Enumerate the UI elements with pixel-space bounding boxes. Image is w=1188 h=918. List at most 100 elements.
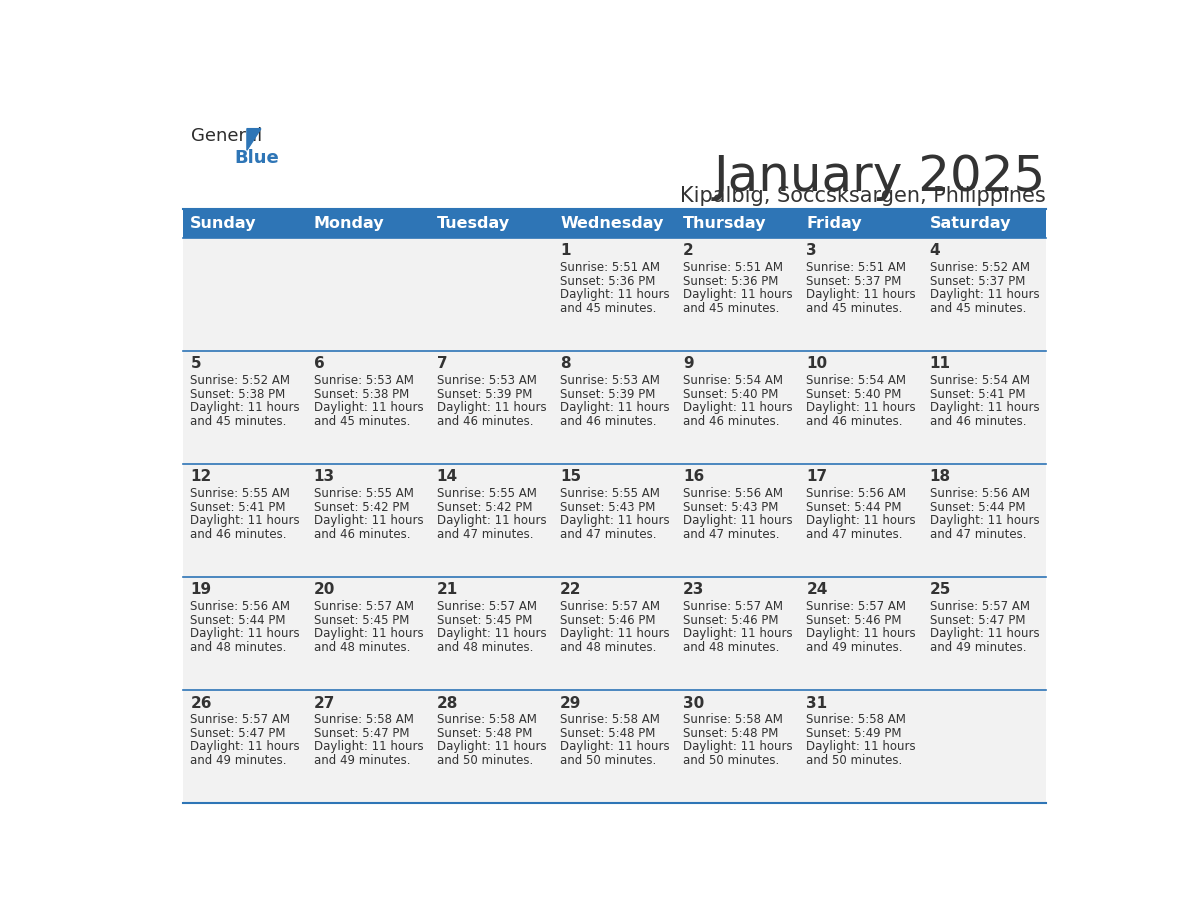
Text: 22: 22 bbox=[560, 583, 581, 598]
Text: 23: 23 bbox=[683, 583, 704, 598]
Text: Sunset: 5:45 PM: Sunset: 5:45 PM bbox=[437, 613, 532, 627]
Text: Sunrise: 5:57 AM: Sunrise: 5:57 AM bbox=[807, 600, 906, 613]
Text: 21: 21 bbox=[437, 583, 459, 598]
Text: Sunrise: 5:51 AM: Sunrise: 5:51 AM bbox=[683, 261, 783, 274]
Text: General: General bbox=[191, 127, 263, 145]
Text: Sunset: 5:46 PM: Sunset: 5:46 PM bbox=[807, 613, 902, 627]
Text: Daylight: 11 hours: Daylight: 11 hours bbox=[683, 514, 792, 527]
Text: 29: 29 bbox=[560, 696, 581, 711]
Text: and 45 minutes.: and 45 minutes. bbox=[930, 301, 1026, 315]
Text: and 50 minutes.: and 50 minutes. bbox=[683, 754, 779, 767]
Text: Saturday: Saturday bbox=[930, 216, 1011, 230]
Text: 11: 11 bbox=[930, 356, 950, 372]
Bar bbox=[307, 351, 430, 465]
Text: Sunset: 5:47 PM: Sunset: 5:47 PM bbox=[314, 727, 409, 740]
Text: Sunrise: 5:56 AM: Sunrise: 5:56 AM bbox=[807, 487, 906, 500]
Bar bbox=[307, 577, 430, 690]
Text: Sunset: 5:47 PM: Sunset: 5:47 PM bbox=[930, 613, 1025, 627]
Bar bbox=[923, 465, 1045, 577]
Bar bbox=[554, 577, 676, 690]
Text: Sunset: 5:38 PM: Sunset: 5:38 PM bbox=[314, 387, 409, 400]
Text: Sunrise: 5:58 AM: Sunrise: 5:58 AM bbox=[437, 713, 537, 726]
Bar bbox=[430, 577, 554, 690]
Text: Daylight: 11 hours: Daylight: 11 hours bbox=[930, 288, 1040, 301]
Text: 13: 13 bbox=[314, 469, 335, 485]
Text: Daylight: 11 hours: Daylight: 11 hours bbox=[560, 627, 670, 640]
Text: Sunrise: 5:51 AM: Sunrise: 5:51 AM bbox=[560, 261, 661, 274]
Bar bbox=[307, 208, 430, 238]
Bar bbox=[430, 465, 554, 577]
Text: 2: 2 bbox=[683, 243, 694, 258]
Text: Sunset: 5:40 PM: Sunset: 5:40 PM bbox=[807, 387, 902, 400]
Text: and 50 minutes.: and 50 minutes. bbox=[437, 754, 533, 767]
Text: and 45 minutes.: and 45 minutes. bbox=[560, 301, 657, 315]
Text: 17: 17 bbox=[807, 469, 828, 485]
Bar bbox=[554, 208, 676, 238]
Text: Sunrise: 5:57 AM: Sunrise: 5:57 AM bbox=[190, 713, 290, 726]
Text: Monday: Monday bbox=[314, 216, 384, 230]
Text: 31: 31 bbox=[807, 696, 828, 711]
Text: and 46 minutes.: and 46 minutes. bbox=[314, 528, 410, 541]
Bar bbox=[307, 690, 430, 803]
Bar bbox=[800, 238, 923, 351]
Bar bbox=[307, 465, 430, 577]
Text: Sunset: 5:41 PM: Sunset: 5:41 PM bbox=[190, 500, 286, 514]
Text: Sunset: 5:44 PM: Sunset: 5:44 PM bbox=[930, 500, 1025, 514]
Text: Sunset: 5:45 PM: Sunset: 5:45 PM bbox=[314, 613, 409, 627]
Text: and 47 minutes.: and 47 minutes. bbox=[683, 528, 779, 541]
Text: Sunrise: 5:53 AM: Sunrise: 5:53 AM bbox=[560, 375, 659, 387]
Text: Sunset: 5:36 PM: Sunset: 5:36 PM bbox=[560, 274, 656, 287]
Text: Daylight: 11 hours: Daylight: 11 hours bbox=[807, 401, 916, 414]
Text: Sunrise: 5:56 AM: Sunrise: 5:56 AM bbox=[190, 600, 290, 613]
Text: and 48 minutes.: and 48 minutes. bbox=[314, 641, 410, 654]
Text: Daylight: 11 hours: Daylight: 11 hours bbox=[560, 514, 670, 527]
Text: Thursday: Thursday bbox=[683, 216, 766, 230]
Text: Sunset: 5:46 PM: Sunset: 5:46 PM bbox=[560, 613, 656, 627]
Text: 18: 18 bbox=[930, 469, 950, 485]
Text: Daylight: 11 hours: Daylight: 11 hours bbox=[807, 627, 916, 640]
Polygon shape bbox=[247, 129, 261, 151]
Text: Sunrise: 5:54 AM: Sunrise: 5:54 AM bbox=[683, 375, 783, 387]
Bar bbox=[430, 208, 554, 238]
Bar bbox=[800, 690, 923, 803]
Bar bbox=[554, 238, 676, 351]
Text: Sunrise: 5:56 AM: Sunrise: 5:56 AM bbox=[683, 487, 783, 500]
Text: and 46 minutes.: and 46 minutes. bbox=[560, 415, 657, 428]
Text: Sunrise: 5:52 AM: Sunrise: 5:52 AM bbox=[190, 375, 290, 387]
Text: and 48 minutes.: and 48 minutes. bbox=[437, 641, 533, 654]
Bar bbox=[923, 690, 1045, 803]
Text: Sunrise: 5:54 AM: Sunrise: 5:54 AM bbox=[807, 375, 906, 387]
Text: Sunrise: 5:58 AM: Sunrise: 5:58 AM bbox=[314, 713, 413, 726]
Text: Sunset: 5:49 PM: Sunset: 5:49 PM bbox=[807, 727, 902, 740]
Text: Sunrise: 5:57 AM: Sunrise: 5:57 AM bbox=[930, 600, 1030, 613]
Text: and 46 minutes.: and 46 minutes. bbox=[930, 415, 1026, 428]
Text: 24: 24 bbox=[807, 583, 828, 598]
Text: Sunset: 5:36 PM: Sunset: 5:36 PM bbox=[683, 274, 778, 287]
Text: 12: 12 bbox=[190, 469, 211, 485]
Text: and 48 minutes.: and 48 minutes. bbox=[190, 641, 286, 654]
Text: 3: 3 bbox=[807, 243, 817, 258]
Bar bbox=[430, 351, 554, 465]
Text: Sunrise: 5:57 AM: Sunrise: 5:57 AM bbox=[683, 600, 783, 613]
Text: Tuesday: Tuesday bbox=[437, 216, 510, 230]
Bar bbox=[183, 690, 307, 803]
Text: Sunrise: 5:55 AM: Sunrise: 5:55 AM bbox=[560, 487, 659, 500]
Text: Sunrise: 5:53 AM: Sunrise: 5:53 AM bbox=[437, 375, 537, 387]
Text: Sunrise: 5:51 AM: Sunrise: 5:51 AM bbox=[807, 261, 906, 274]
Text: 8: 8 bbox=[560, 356, 570, 372]
Text: Sunset: 5:44 PM: Sunset: 5:44 PM bbox=[190, 613, 286, 627]
Text: Sunset: 5:48 PM: Sunset: 5:48 PM bbox=[437, 727, 532, 740]
Text: Sunrise: 5:57 AM: Sunrise: 5:57 AM bbox=[314, 600, 413, 613]
Bar bbox=[307, 238, 430, 351]
Text: and 47 minutes.: and 47 minutes. bbox=[807, 528, 903, 541]
Text: Daylight: 11 hours: Daylight: 11 hours bbox=[683, 401, 792, 414]
Bar bbox=[554, 465, 676, 577]
Text: Sunrise: 5:53 AM: Sunrise: 5:53 AM bbox=[314, 375, 413, 387]
Text: Daylight: 11 hours: Daylight: 11 hours bbox=[930, 514, 1040, 527]
Text: Wednesday: Wednesday bbox=[560, 216, 663, 230]
Text: and 48 minutes.: and 48 minutes. bbox=[683, 641, 779, 654]
Text: Sunrise: 5:58 AM: Sunrise: 5:58 AM bbox=[560, 713, 659, 726]
Text: Daylight: 11 hours: Daylight: 11 hours bbox=[314, 627, 423, 640]
Bar bbox=[183, 465, 307, 577]
Bar bbox=[183, 351, 307, 465]
